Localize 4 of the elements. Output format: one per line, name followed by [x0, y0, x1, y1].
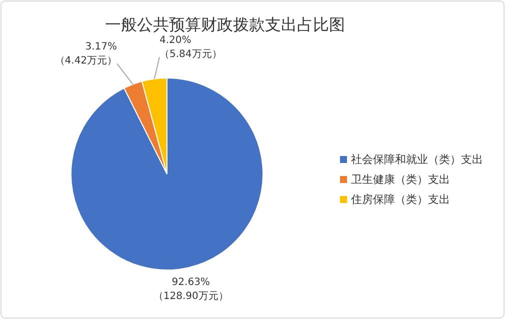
legend-label: 社会保障和就业（类）支出: [351, 153, 483, 166]
title: 一般公共预算财政拨款支出占比图: [105, 15, 345, 34]
legend-label: 卫生健康（类）支出: [351, 173, 450, 186]
legend-label: 住房保障（类）支出: [351, 193, 450, 206]
